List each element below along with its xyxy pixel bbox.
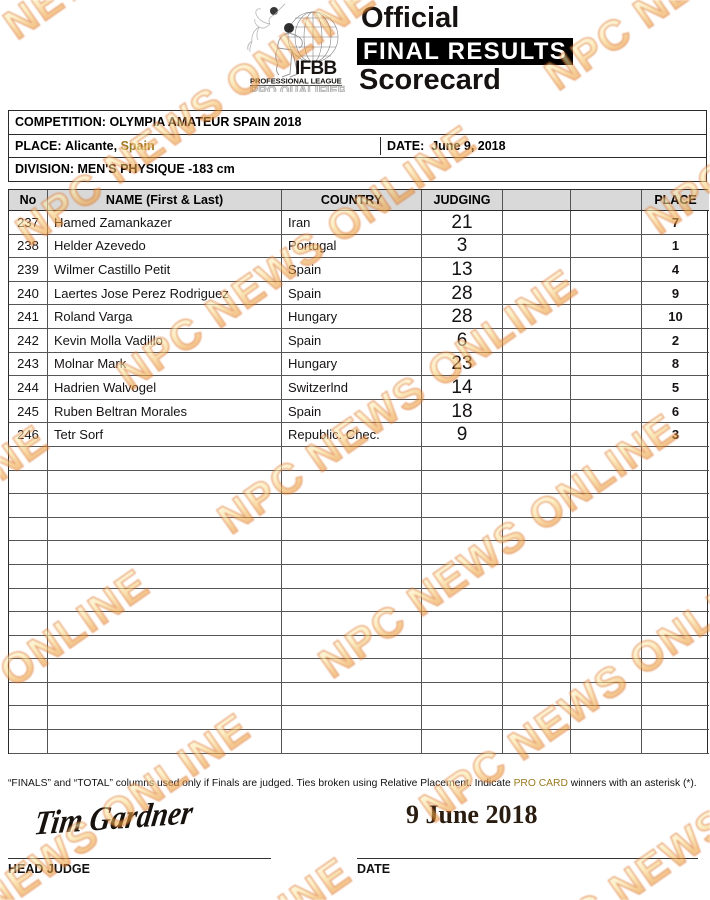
svg-text:PRO QUALIFIER: PRO QUALIFIER bbox=[250, 84, 345, 93]
